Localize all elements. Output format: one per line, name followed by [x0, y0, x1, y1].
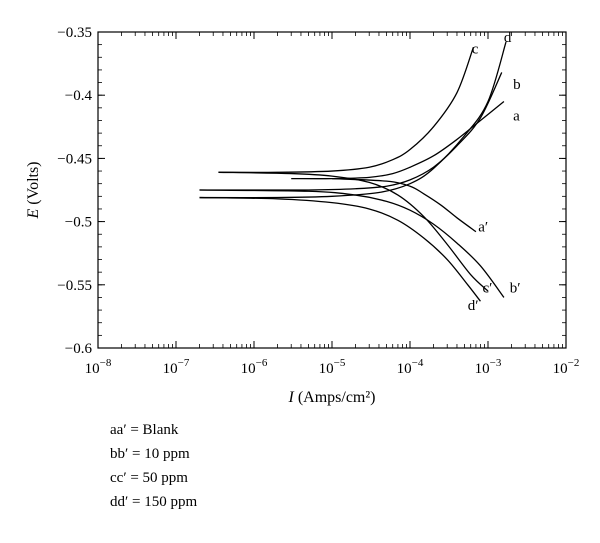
y-tick-label: −0.4	[65, 88, 93, 104]
x-tick-base: 10	[85, 361, 100, 377]
curve-c-prime	[218, 171, 489, 292]
y-axis-units: (Volts)	[25, 161, 42, 204]
curve-label: b	[513, 77, 521, 93]
x-tick-base: 10	[553, 361, 568, 377]
legend: aa′ = Blank bb′ = 10 ppm cc′ = 50 ppm dd…	[110, 418, 197, 514]
curve-label: d	[504, 30, 512, 46]
x-tick-label: 10−2	[553, 357, 580, 377]
x-tick-label: 10−7	[163, 357, 190, 377]
x-tick-exponent: −5	[334, 357, 346, 369]
curve-a-prime	[331, 177, 477, 233]
y-axis-variable: E	[25, 209, 42, 220]
legend-item-10ppm: bb′ = 10 ppm	[110, 446, 190, 462]
x-tick-base: 10	[397, 361, 412, 377]
x-tick-label: 10−3	[475, 357, 502, 377]
axis-ticks	[97, 31, 567, 349]
x-tick-base: 10	[319, 361, 334, 377]
x-tick-base: 10	[163, 361, 178, 377]
x-tick-label: 10−6	[241, 357, 268, 377]
x-tick-label: 10−4	[397, 357, 424, 377]
y-tick-label: −0.5	[65, 215, 92, 231]
curve-b	[199, 72, 503, 191]
curves	[199, 41, 507, 302]
curve-b-prime	[199, 189, 505, 298]
x-axis-variable: I	[288, 389, 295, 406]
x-tick-exponent: −3	[490, 357, 502, 369]
curve-labels: c d ba a′ b′ c′d′	[468, 30, 521, 314]
x-tick-exponent: −8	[100, 357, 112, 369]
y-axis-title: E (Volts)	[25, 161, 42, 219]
x-tick-exponent: −7	[178, 357, 190, 369]
y-tick-label: −0.6	[65, 341, 93, 357]
curve-label: a′	[478, 220, 488, 236]
y-tick-label: −0.55	[57, 278, 92, 294]
x-tick-base: 10	[475, 361, 490, 377]
x-tick-label: 10−5	[319, 357, 346, 377]
curve-label: b′	[510, 280, 521, 296]
curve-label: c′	[482, 280, 492, 296]
curve-label: d′	[468, 298, 479, 314]
curve-label: c	[472, 41, 479, 57]
curve-label: a	[513, 108, 520, 124]
x-tick-exponent: −6	[256, 357, 268, 369]
x-tick-exponent: −4	[412, 357, 424, 369]
legend-item-blank: aa′ = Blank	[110, 422, 179, 438]
legend-item-50ppm: cc′ = 50 ppm	[110, 470, 188, 486]
x-axis-units: (Amps/cm²)	[298, 389, 376, 406]
tick-labels: 10−8 10−7 10−6 10−5 10−4 10−3 10−2−0.35−0.4−0.…	[57, 25, 579, 377]
y-tick-label: −0.35	[57, 25, 92, 41]
curve-c	[218, 46, 475, 174]
curve-a	[291, 101, 505, 180]
x-tick-label: 10−8	[85, 357, 112, 377]
curve-d	[199, 41, 507, 199]
y-tick-label: −0.45	[57, 151, 92, 167]
x-tick-base: 10	[241, 361, 256, 377]
x-tick-exponent: −2	[568, 357, 580, 369]
legend-item-150ppm: dd′ = 150 ppm	[110, 494, 198, 510]
curve-d-prime	[199, 196, 481, 302]
x-axis-title: I (Amps/cm²)	[288, 389, 376, 406]
